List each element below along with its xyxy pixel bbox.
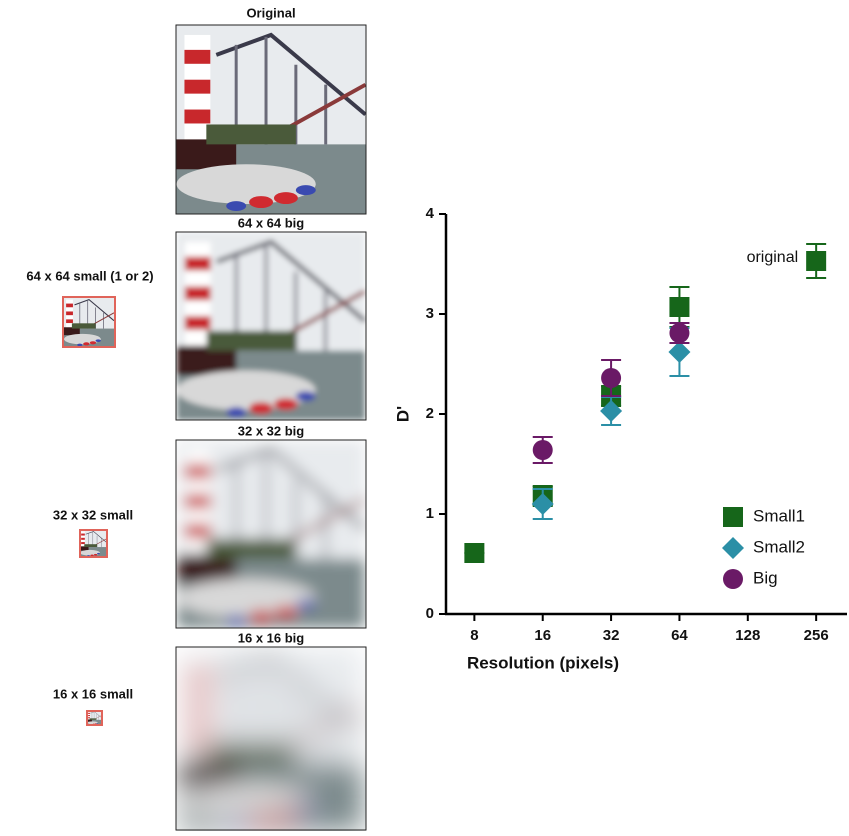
image: [177, 25, 366, 214]
legend-marker: [723, 507, 743, 527]
legend-label: Small1: [753, 506, 805, 525]
image-label: Original: [246, 5, 295, 20]
marker: [669, 323, 689, 343]
image: [64, 297, 114, 347]
y-tick-label: 2: [426, 405, 434, 422]
x-tick-label: 64: [671, 627, 688, 644]
image: [177, 440, 365, 628]
figure: Original 64 x 64 big 32 x 32 big 16 x 16…: [0, 0, 849, 831]
image-label: 32 x 32 small: [53, 507, 133, 522]
legend-marker: [723, 569, 743, 589]
image: [179, 647, 363, 831]
legend-label: Big: [753, 568, 778, 587]
marker: [669, 297, 689, 317]
legend-label: Small2: [753, 537, 805, 556]
marker: [533, 440, 553, 460]
legend-marker: [722, 537, 744, 559]
x-axis-label: Resolution (pixels): [467, 653, 619, 672]
y-tick-label: 3: [426, 305, 434, 322]
marker: [806, 251, 826, 271]
annotation: original: [747, 249, 799, 266]
image-label: 16 x 16 small: [53, 686, 133, 701]
marker: [601, 368, 621, 388]
x-tick-label: 8: [470, 627, 478, 644]
x-tick-label: 16: [534, 627, 551, 644]
image-label: 32 x 32 big: [238, 423, 305, 438]
x-tick-label: 32: [603, 627, 620, 644]
image-panels: Original 64 x 64 big 32 x 32 big 16 x 16…: [26, 5, 366, 831]
image: [177, 232, 365, 420]
image-label: 16 x 16 big: [238, 630, 305, 645]
image-label: 64 x 64 small (1 or 2): [26, 268, 153, 283]
y-tick-label: 0: [426, 605, 434, 622]
image: [88, 711, 102, 725]
y-axis-label: D': [393, 406, 412, 422]
marker: [668, 341, 690, 363]
image-label: 64 x 64 big: [238, 215, 305, 230]
chart: Resolution (pixels) D' 0 1 2 3 4 8 16 32 64 128 25…: [393, 205, 847, 673]
image: [80, 530, 107, 557]
y-tick-label: 4: [426, 205, 435, 222]
marker: [464, 543, 484, 563]
page: Original 64 x 64 big 32 x 32 big 16 x 16…: [0, 0, 849, 831]
x-tick-label: 256: [804, 627, 829, 644]
y-tick-label: 1: [426, 505, 434, 522]
x-tick-label: 128: [735, 627, 760, 644]
